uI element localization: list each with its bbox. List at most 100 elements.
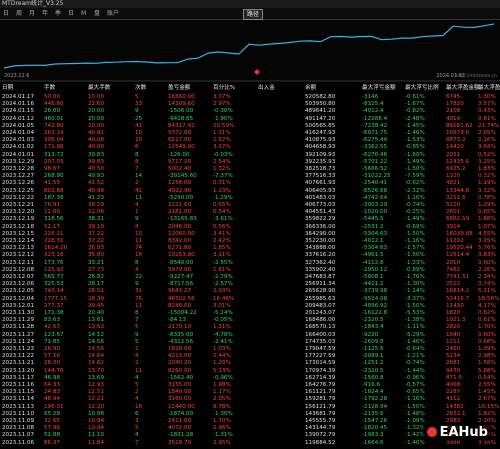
table-cell: 171.86 <box>44 144 64 151</box>
table-cell: 10.15% <box>478 403 500 410</box>
menu-item[interactable]: 年 <box>42 10 49 17</box>
table-cell: 2023.11.27 <box>2 331 35 338</box>
table-cell: 8.78% <box>213 403 231 410</box>
table-cell: -2.48% <box>405 115 425 122</box>
table-cell: -1792.28 <box>362 396 388 403</box>
table-cell: -3362.55 <box>362 144 388 151</box>
menu-item[interactable]: M <box>81 10 87 17</box>
table-cell: -3146 <box>362 94 379 100</box>
table-cell: 2.16% <box>478 137 496 144</box>
table-cell: 39.83 <box>88 151 105 158</box>
table-cell: -4312.56 <box>168 338 194 345</box>
table-cell: 10 <box>135 137 143 144</box>
table-cell: 12549.00 <box>168 144 195 151</box>
table-cell: 1.98% <box>213 382 231 388</box>
table-cell: 1256.00 <box>168 180 192 187</box>
table-cell: 1.30% <box>478 94 496 100</box>
table-cell: 40.00 <box>88 144 105 151</box>
table-cell: 33 <box>135 101 143 108</box>
menu-item[interactable]: 日 <box>3 10 10 17</box>
table-cell: 170974.39 <box>305 367 336 374</box>
table-cell: 359822.29 <box>305 216 336 223</box>
table-cell: 2.95% <box>213 439 231 446</box>
table-cell: -5445.5 <box>362 216 384 223</box>
table-cell: 2023.11.28 <box>2 324 35 331</box>
table-cell: 52.88 <box>44 432 61 439</box>
table-cell: 20.59% <box>213 122 235 129</box>
table-cell: 1.82% <box>478 410 496 417</box>
table-cell: 13.69 <box>88 374 105 381</box>
menu-item[interactable]: 周 <box>16 10 23 17</box>
table-cell: 337616.20 <box>305 252 336 259</box>
table-cell: 11 <box>135 367 143 374</box>
table-cell: 145555.79 <box>305 418 336 424</box>
table-cell: 14.64 <box>88 353 105 360</box>
path-button[interactable]: 路径 <box>243 9 264 20</box>
table-cell: -1506.00 <box>168 108 194 115</box>
table-cell: 7 <box>135 439 139 446</box>
table-cell: 3.34% <box>478 439 496 446</box>
table-cell: 11.10 <box>88 432 105 439</box>
table-cell: -8526.88 <box>362 187 388 194</box>
table-cell: -1.49% <box>405 158 425 165</box>
table-cell: -2128.94 <box>362 403 388 410</box>
table-cell: 3155.00 <box>168 382 192 388</box>
table-cell: 25 <box>135 115 143 122</box>
table-cell: -1547.26 <box>362 418 388 424</box>
table-cell: 5210 <box>446 202 461 208</box>
table-cell: 2023.12.18 <box>2 223 35 230</box>
table-cell: 4 <box>135 353 139 360</box>
table-cell: 35.80 <box>88 252 105 259</box>
table-cell: 22.06 <box>44 209 61 216</box>
column-header: 余额 <box>305 85 317 91</box>
table-cell: 29.45 <box>88 302 105 309</box>
table-cell: 1.52% <box>213 137 231 144</box>
menu-item[interactable]: 月 <box>29 10 36 17</box>
table-cell: 2023.12.29 <box>2 158 35 165</box>
table-cell: 1820.00 <box>168 346 192 352</box>
table-cell: 20.00 <box>88 108 105 115</box>
table-cell: 366336.00 <box>305 223 336 230</box>
menu-item[interactable]: 季 <box>55 10 62 17</box>
table-cell: 256911.34 <box>305 281 336 288</box>
table-cell: 0.68% <box>478 338 496 345</box>
table-cell: 2.97% <box>213 101 231 108</box>
table-cell: -0.05% <box>213 317 233 324</box>
table-cell: 42 <box>135 187 143 194</box>
table-cell: 13.63 <box>88 324 105 331</box>
table-cell: 46502.56 <box>168 295 195 302</box>
menu-item[interactable]: 日 <box>68 10 75 17</box>
table-cell: -1125.6 <box>362 346 384 352</box>
table-cell: 0.54% <box>478 374 496 381</box>
table-cell: -1.44% <box>405 367 425 374</box>
table-cell: 2023.12.08 <box>2 266 35 273</box>
menu-item[interactable]: 盘 <box>94 10 101 17</box>
table-cell: 8 <box>135 259 139 266</box>
table-cell: 377516.33 <box>305 173 336 180</box>
table-cell: -5666.52 <box>362 166 388 172</box>
table-cell: 416247.93 <box>305 130 336 136</box>
table-cell: -9524.08 <box>362 295 388 302</box>
table-cell: 2.05% <box>213 396 231 403</box>
table-cell: 2023.12.13 <box>2 245 35 252</box>
table-cell: -3.61% <box>213 216 233 223</box>
table-cell: 489641.20 <box>305 108 336 115</box>
table-cell: 404658.93 <box>305 144 336 151</box>
table-cell: 74 <box>135 245 143 252</box>
table-cell: 0.52% <box>478 151 496 158</box>
table-cell: 39.19 <box>88 223 105 230</box>
table-cell: 41 <box>135 122 143 129</box>
table-cell: 18.56% <box>478 295 500 302</box>
column-header: 次数 <box>135 85 147 91</box>
menu-item[interactable]: 账户 <box>107 10 120 17</box>
table-cell: -2.57% <box>213 281 233 288</box>
table-cell: -2609.8 <box>362 338 384 345</box>
table-cell: 392109.93 <box>305 151 336 158</box>
table-cell: 3.41% <box>213 230 231 237</box>
table-cell: 40.08 <box>88 137 105 144</box>
table-cell: -2135.6 <box>362 410 384 417</box>
table-cell: 76 <box>135 295 143 302</box>
table-cell: 12.20 <box>88 403 105 410</box>
table-cell: 8 <box>135 310 139 316</box>
table-cell: 2 <box>135 346 139 352</box>
